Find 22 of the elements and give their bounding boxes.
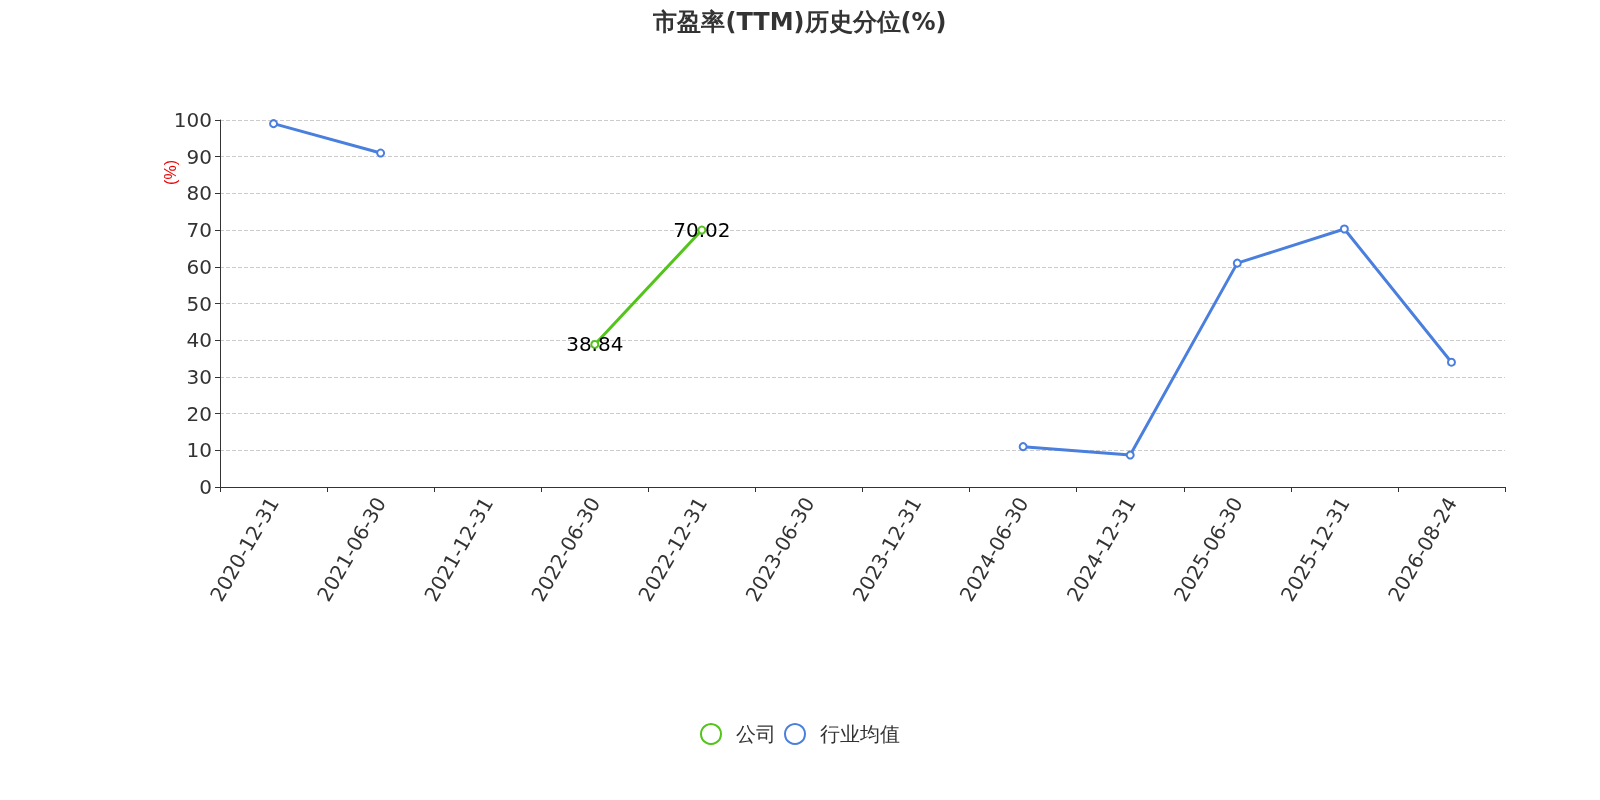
y-tick-label: 80	[186, 181, 212, 206]
point	[1018, 442, 1028, 452]
point	[1232, 258, 1242, 268]
y-tick-label: 90	[186, 144, 212, 169]
y-tick-label: 70	[186, 218, 212, 243]
y-tick-label: 30	[186, 364, 212, 389]
y-tick-label: 40	[186, 328, 212, 353]
chart-title: 市盈率(TTM)历史分位(%)	[652, 8, 947, 36]
point	[1446, 357, 1456, 367]
y-tick-label: 20	[186, 401, 212, 426]
legend-label: 公司	[736, 722, 776, 746]
y-tick-label: 0	[199, 475, 212, 499]
y-axis-title: (%)	[161, 160, 179, 185]
point	[376, 148, 386, 158]
y-tick-label: 10	[186, 438, 212, 463]
y-tick-label: 60	[186, 254, 212, 279]
point	[1125, 450, 1135, 460]
point	[1339, 224, 1349, 234]
legend-label: 行业均值	[820, 722, 900, 746]
y-tick-label: 50	[186, 291, 212, 316]
y-tick-label: 100	[173, 108, 212, 132]
point	[269, 119, 279, 129]
